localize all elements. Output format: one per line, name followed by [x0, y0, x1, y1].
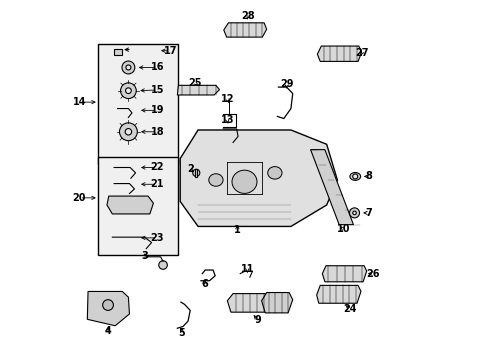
Text: 10: 10	[336, 224, 350, 234]
Text: 6: 6	[201, 279, 207, 289]
Text: 4: 4	[104, 326, 111, 336]
Circle shape	[122, 61, 135, 74]
Polygon shape	[87, 292, 129, 326]
Bar	[98, 44, 178, 164]
Ellipse shape	[208, 174, 223, 186]
Text: 24: 24	[343, 304, 356, 314]
Bar	[195, 169, 197, 177]
Text: 19: 19	[150, 105, 164, 115]
Text: 15: 15	[150, 85, 164, 95]
Circle shape	[125, 65, 131, 70]
Text: 23: 23	[150, 233, 164, 243]
Text: 9: 9	[254, 315, 261, 325]
Text: 7: 7	[365, 208, 371, 218]
Circle shape	[159, 261, 167, 269]
Text: 17: 17	[163, 46, 177, 56]
Circle shape	[192, 169, 200, 176]
Ellipse shape	[231, 170, 257, 193]
Polygon shape	[316, 285, 360, 303]
Text: 14: 14	[73, 97, 86, 107]
Text: 28: 28	[241, 12, 254, 21]
Polygon shape	[322, 266, 366, 282]
Text: 20: 20	[73, 193, 86, 203]
Text: 12: 12	[220, 94, 234, 104]
Text: 18: 18	[150, 127, 164, 137]
Polygon shape	[224, 23, 266, 37]
Bar	[114, 49, 122, 55]
Text: 21: 21	[150, 179, 164, 189]
Text: 11: 11	[240, 264, 254, 274]
Polygon shape	[180, 130, 337, 226]
Polygon shape	[107, 196, 153, 214]
Text: 1: 1	[233, 225, 240, 235]
Ellipse shape	[349, 172, 360, 180]
Ellipse shape	[102, 300, 113, 310]
Circle shape	[121, 83, 136, 99]
Polygon shape	[227, 294, 268, 312]
Polygon shape	[177, 85, 219, 95]
Polygon shape	[317, 46, 361, 62]
Text: 13: 13	[220, 115, 234, 125]
Ellipse shape	[267, 167, 282, 179]
Text: 22: 22	[150, 162, 164, 172]
Text: 27: 27	[354, 48, 367, 58]
Text: 8: 8	[365, 171, 371, 181]
Circle shape	[349, 208, 359, 218]
Circle shape	[125, 88, 131, 94]
Text: 16: 16	[150, 63, 164, 72]
Circle shape	[352, 211, 356, 215]
Text: 25: 25	[188, 78, 202, 88]
Circle shape	[119, 123, 137, 141]
Polygon shape	[310, 150, 353, 225]
Circle shape	[352, 174, 357, 179]
Text: 29: 29	[279, 78, 293, 89]
Text: 26: 26	[366, 269, 379, 279]
Polygon shape	[261, 293, 292, 313]
Text: 3: 3	[142, 251, 148, 261]
Text: 2: 2	[186, 164, 193, 174]
Circle shape	[125, 129, 131, 135]
Text: 5: 5	[178, 328, 185, 338]
Bar	[98, 157, 178, 255]
